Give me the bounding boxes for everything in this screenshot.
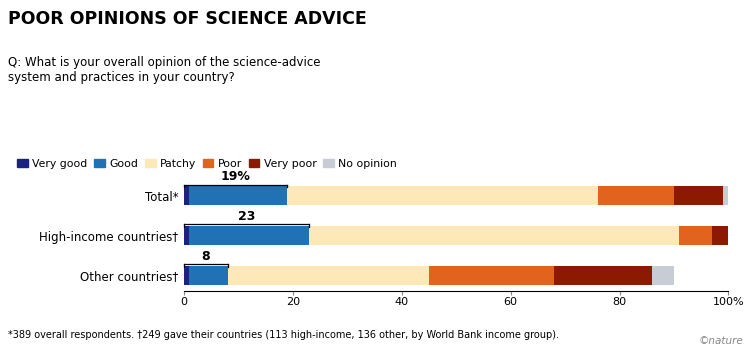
Bar: [598, 186, 674, 205]
Text: Q: What is your overall opinion of the science-advice
system and practices in yo: Q: What is your overall opinion of the s…: [8, 56, 320, 84]
Bar: [184, 186, 189, 205]
Bar: [554, 266, 653, 285]
Bar: [228, 266, 429, 285]
Bar: [674, 186, 723, 205]
Text: 8: 8: [201, 250, 210, 262]
Text: POOR OPINIONS OF SCIENCE ADVICE: POOR OPINIONS OF SCIENCE ADVICE: [8, 10, 366, 28]
Text: *389 overall respondents. †249 gave their countries (113 high-income, 136 other,: *389 overall respondents. †249 gave thei…: [8, 329, 559, 340]
Bar: [184, 266, 189, 285]
Bar: [309, 226, 680, 245]
Text: 19%: 19%: [221, 170, 251, 183]
Text: ©nature: ©nature: [698, 336, 743, 346]
Bar: [680, 226, 712, 245]
Bar: [712, 226, 728, 245]
Bar: [184, 226, 189, 245]
Bar: [189, 266, 228, 285]
Bar: [653, 266, 674, 285]
Bar: [189, 226, 309, 245]
Legend: Very good, Good, Patchy, Poor, Very poor, No opinion: Very good, Good, Patchy, Poor, Very poor…: [13, 154, 401, 173]
Bar: [429, 266, 554, 285]
Bar: [723, 186, 728, 205]
Text: 23: 23: [238, 210, 255, 223]
Bar: [189, 186, 288, 205]
Bar: [288, 186, 598, 205]
